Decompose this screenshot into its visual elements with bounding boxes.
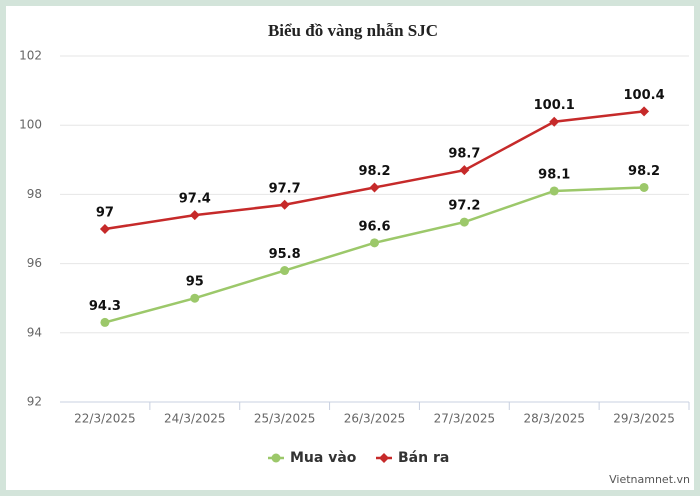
data-label: 95 — [186, 275, 204, 290]
data-label: 100.1 — [534, 98, 575, 113]
point — [459, 217, 469, 227]
legend-marker — [379, 453, 389, 463]
point — [549, 116, 560, 127]
chart-title: Biểu đồ vàng nhẫn SJC — [268, 21, 438, 40]
x-tick-label: 25/3/2025 — [254, 412, 316, 426]
data-label: 98.7 — [448, 147, 480, 162]
data-label: 96.6 — [358, 219, 390, 234]
point — [459, 165, 470, 176]
point — [639, 106, 650, 117]
point — [639, 182, 649, 192]
legend-marker — [271, 453, 281, 463]
point — [190, 293, 200, 303]
x-tick-label: 27/3/2025 — [434, 412, 496, 426]
data-label: 98.2 — [358, 164, 390, 179]
x-tick-label: 28/3/2025 — [523, 412, 585, 426]
y-tick-label: 100 — [19, 118, 42, 132]
data-label: 97.4 — [179, 192, 211, 207]
y-tick-label: 98 — [27, 187, 42, 201]
data-label: 100.4 — [624, 88, 665, 103]
point — [370, 238, 379, 248]
point — [280, 266, 290, 276]
data-label: 97.2 — [448, 199, 480, 214]
data-label: 94.3 — [89, 299, 121, 314]
data-label: 98.1 — [538, 167, 570, 182]
x-tick-label: 22/3/2025 — [74, 412, 136, 426]
point — [369, 182, 380, 193]
x-tick-label: 24/3/2025 — [164, 412, 226, 426]
data-label: 95.8 — [269, 247, 301, 262]
point — [279, 199, 290, 210]
point — [99, 224, 110, 234]
legend-label: Bán ra — [398, 450, 449, 466]
y-tick-label: 102 — [19, 49, 42, 63]
y-tick-label: 94 — [27, 325, 42, 339]
y-tick-label: 96 — [27, 256, 42, 270]
data-label: 98.2 — [628, 164, 660, 179]
data-label: 97 — [96, 206, 114, 221]
point — [189, 210, 200, 221]
panel — [6, 6, 694, 490]
legend-label: Mua vào — [290, 450, 357, 466]
point — [100, 317, 110, 327]
watermark: Vietnamnet.vn — [609, 473, 690, 486]
point — [549, 186, 559, 196]
x-tick-label: 26/3/2025 — [344, 412, 406, 426]
y-tick-label: 92 — [27, 395, 42, 409]
data-label: 97.7 — [269, 181, 301, 196]
x-tick-label: 29/3/2025 — [613, 412, 675, 426]
